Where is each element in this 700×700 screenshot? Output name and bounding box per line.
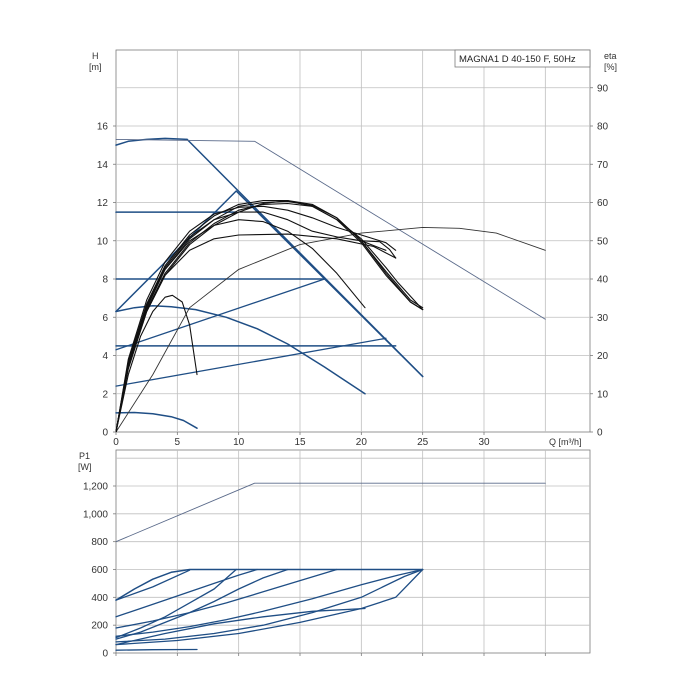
power-tick-label: 1,200 [83,482,108,493]
efficiency-axis-label-symbol: eta [604,51,617,61]
flow-tick-label: 15 [294,437,306,448]
head-axis-label-unit: [m] [89,62,102,72]
head-tick-label: 4 [102,351,108,362]
power-curve [115,568,289,640]
power-tick-label: 400 [91,593,108,604]
head-tick-label: 6 [102,313,108,324]
power-tick-label: 1,000 [83,509,108,520]
efficiency-tick-label: 0 [597,428,603,439]
flow-axis-label: Q [m³/h] [549,437,582,447]
efficiency-curve [115,200,424,433]
power-curve [115,568,338,629]
efficiency-tick-label: 90 [597,83,609,94]
max-head-curve [115,138,546,320]
head-tick-label: 10 [97,236,109,247]
power-axis-label: P1 [W] [78,451,93,472]
efficiency-tick-label: 40 [597,275,609,286]
power-tick-label: 800 [91,537,108,548]
efficiency-tick-label: 50 [597,236,609,247]
head-efficiency-panel: 0 2 4 6 8 10 12 14 16 0 10 20 30 40 50 60 70 80 90 0 5 10 15 20… [89,49,619,448]
head-tick-label: 16 [97,122,109,133]
efficiency-curve [360,240,397,259]
head-gridlines [116,50,590,432]
power-curve [115,568,424,637]
flow-tick-label: 30 [478,437,490,448]
flow-tick-label: 10 [233,437,245,448]
power-curve [115,568,424,601]
efficiency-tick-label: 60 [597,198,609,209]
power-panel: 0 200 400 600 800 1,000 1,200 P1 [W] [78,449,591,660]
head-curve [115,337,387,387]
power-curve [115,569,191,601]
efficiency-tick-label: 70 [597,160,609,171]
head-axis-label-symbol: H [92,51,99,61]
efficiency-tick-label: 20 [597,351,609,362]
power-curve [115,607,366,646]
power-gridlines [116,450,590,653]
efficiency-curve [115,200,424,433]
efficiency-curve [115,202,424,433]
power-tick-label: 600 [91,565,108,576]
power-axis-label-unit: [W] [78,462,92,472]
head-curve [115,411,198,429]
efficiency-tick-label: 10 [597,389,609,400]
head-tick-label: 14 [97,160,109,171]
power-series [115,482,546,651]
power-tick-label: 0 [102,649,108,660]
flow-tick-label: 20 [356,437,368,448]
efficiency-curve [115,294,198,433]
head-axis-ticks: 0 2 4 6 8 10 12 14 16 0 10 20 30 40 50 60 70 80 90 0 5 10 15 20… [97,83,609,448]
power-curve [115,568,424,643]
power-curve [115,648,198,651]
power-tick-label: 200 [91,621,108,632]
head-tick-label: 2 [102,389,108,400]
efficiency-tick-label: 30 [597,313,609,324]
head-curve [115,190,424,378]
head-tick-label: 12 [97,198,109,209]
efficiency-tick-label: 80 [597,122,609,133]
head-curve [115,305,366,395]
efficiency-curve [115,226,546,433]
chart-title-box [454,49,591,68]
head-curve [115,278,326,351]
power-axis-ticks: 0 200 400 600 800 1,000 1,200 [83,482,546,660]
flow-tick-label: 0 [113,437,119,448]
head-axis-label: H [m] [89,51,102,72]
chart-title: MAGNA1 D 40-150 F, 50Hz [459,54,576,65]
power-curve [115,568,258,618]
head-tick-label: 0 [102,428,108,439]
efficiency-curve [115,200,424,433]
power-plot-frame [115,449,591,654]
power-curve [115,568,424,646]
efficiency-axis-label: eta [%] [604,51,619,72]
power-axis-label-symbol: P1 [79,451,90,461]
efficiency-axis-label-unit: [%] [604,62,617,72]
head-series [115,137,546,433]
power-curve [115,482,546,543]
head-tick-label: 8 [102,275,108,286]
power-curve [115,568,237,639]
flow-tick-label: 25 [417,437,429,448]
flow-tick-label: 5 [175,437,181,448]
